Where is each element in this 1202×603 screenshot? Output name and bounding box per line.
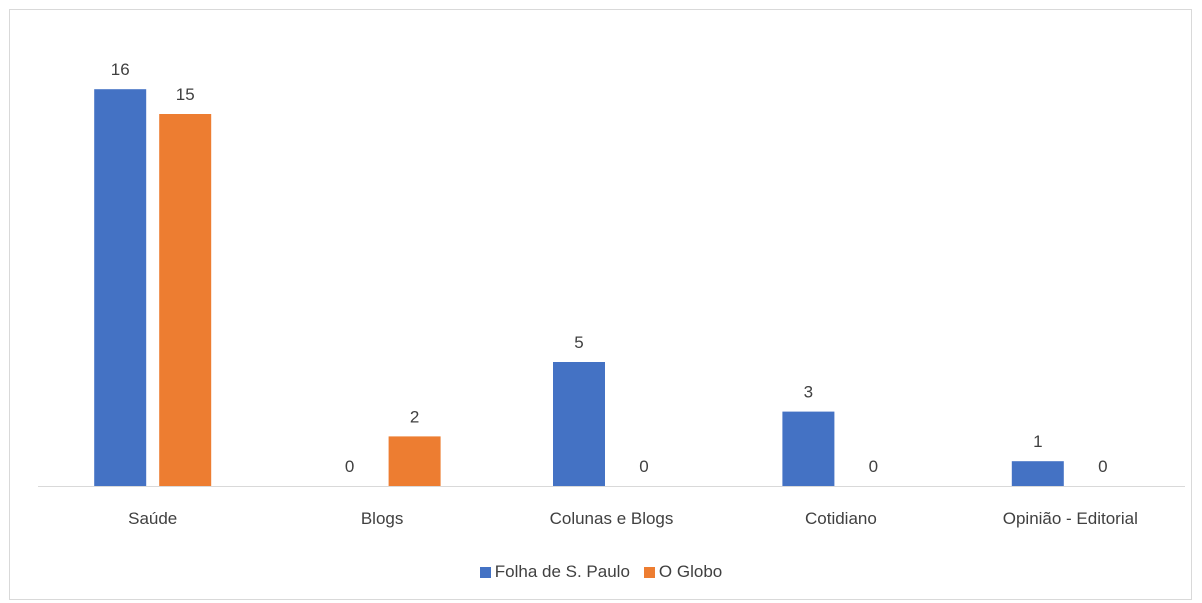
bar-folha-opiniao-editorial [1011,461,1064,486]
x-tick-label-colunas-e-blogs: Colunas e Blogs [550,509,674,528]
x-tick-label-opiniao-editorial: Opinião - Editorial [1003,509,1138,528]
data-label-folha-colunas-e-blogs: 5 [574,333,583,352]
bar-oglobo-blogs [388,436,441,486]
bars-layer [94,89,1064,486]
x-tick-label-cotidiano: Cotidiano [805,509,877,528]
bar-folha-cotidiano [782,411,835,486]
legend-item-oglobo: O Globo [643,562,723,582]
bar-folha-saude [94,89,147,486]
legend-label-folha: Folha de S. Paulo [494,562,630,581]
data-label-oglobo-blogs: 2 [410,407,419,426]
bar-oglobo-saude [159,114,212,486]
legend-item-folha: Folha de S. Paulo [479,562,630,582]
bar-folha-colunas-e-blogs [553,362,605,486]
data-label-oglobo-cotidiano: 0 [869,457,878,476]
data-label-oglobo-saude: 15 [176,85,195,104]
labels-layer: 16 15 Saúde 0 2 Blogs 5 0 Colunas e Blogs 3 0 Cotid… [111,60,1138,528]
legend: Folha de S. Paulo O Globo [0,562,1202,582]
x-tick-label-blogs: Blogs [361,509,404,528]
data-label-folha-saude: 16 [111,60,130,79]
legend-swatch-oglobo [643,566,655,578]
x-tick-label-saude: Saúde [128,509,177,528]
data-label-folha-opiniao-editorial: 1 [1033,432,1042,451]
legend-swatch-folha [479,566,491,578]
legend-label-oglobo: O Globo [658,562,723,581]
data-label-folha-cotidiano: 3 [804,383,813,402]
data-label-oglobo-opiniao-editorial: 0 [1098,457,1107,476]
data-label-oglobo-colunas-e-blogs: 0 [639,457,648,476]
data-label-folha-blogs: 0 [345,457,354,476]
